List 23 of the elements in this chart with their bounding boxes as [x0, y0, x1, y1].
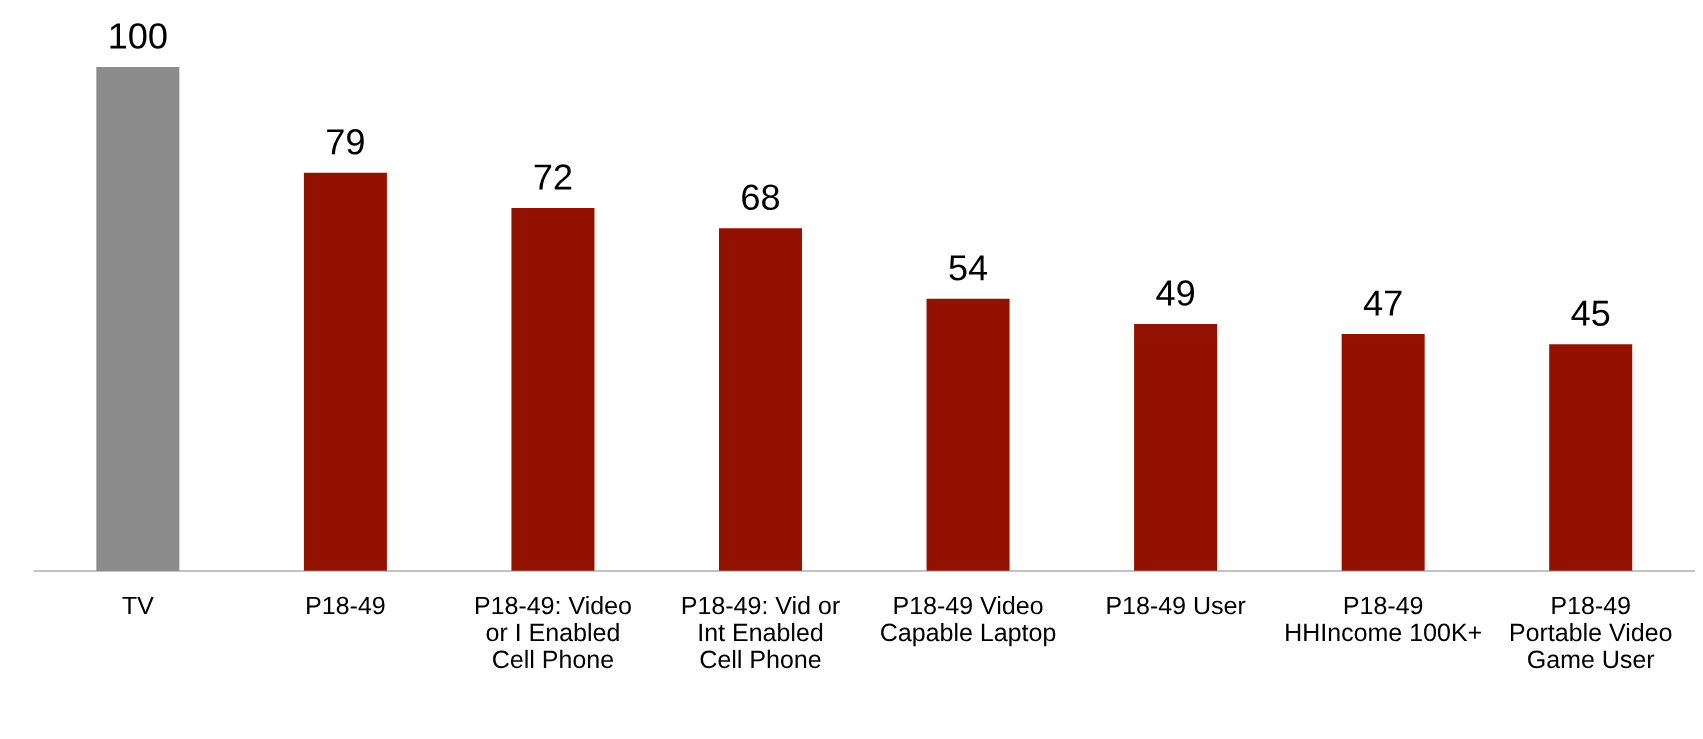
data-label: 100 — [110, 23, 167, 49]
data-label: 54 — [949, 255, 988, 281]
x-tick-label: P18-49: Video or I Enabled Cell Phone — [475, 596, 631, 669]
x-tick-label: P18-49 User — [1107, 596, 1246, 615]
x-tick-label: P18-49 Video Capable Laptop — [881, 596, 1056, 647]
bar — [511, 208, 595, 571]
x-tick-label: P18-49: Vid or Int Enabled Cell Phone — [682, 596, 840, 669]
x-tick-label: P18-49 HHIncome 100K+ — [1286, 596, 1481, 642]
x-tick-label: P18-49 — [307, 596, 385, 615]
bar — [303, 172, 387, 571]
bar — [926, 298, 1010, 571]
data-label: 49 — [1156, 280, 1194, 306]
data-label: 68 — [742, 184, 780, 211]
bar — [1549, 344, 1633, 571]
x-tick-label: P18-49 Portable Video Game User — [1510, 596, 1672, 669]
x-tick-label: TV — [122, 596, 154, 615]
data-label: 79 — [327, 129, 364, 155]
bar — [1341, 334, 1425, 571]
data-label: 45 — [1571, 300, 1610, 326]
data-label: 72 — [534, 164, 572, 190]
data-label: 47 — [1363, 290, 1402, 316]
bar — [1134, 324, 1218, 571]
bar — [718, 228, 803, 571]
